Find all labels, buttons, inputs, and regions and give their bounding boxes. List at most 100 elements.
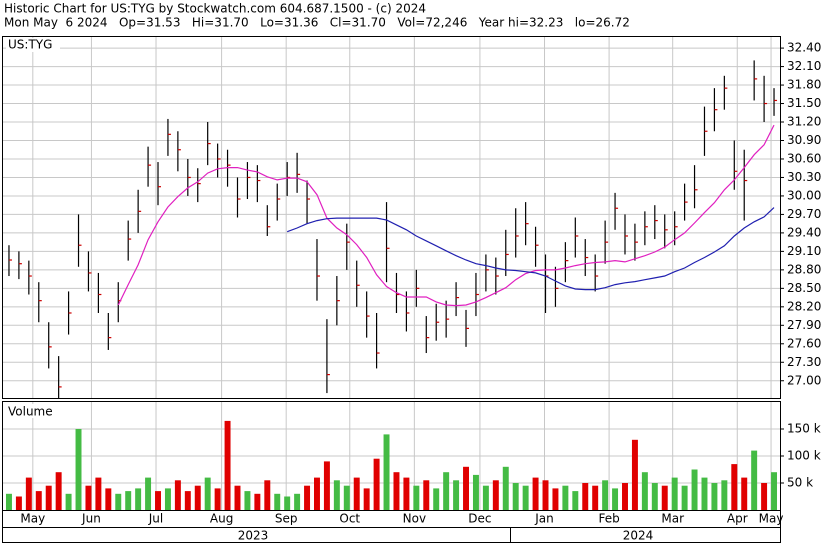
volume-bar <box>254 493 261 510</box>
label-bg <box>6 38 60 52</box>
y-tick-label: 30.60 <box>787 151 821 165</box>
volume-bar <box>701 477 708 510</box>
x-tick-label: Nov <box>403 512 426 526</box>
volume-bar <box>423 480 430 510</box>
volume-bar <box>294 493 301 510</box>
y-tick-label: 150 k <box>787 422 821 436</box>
volume-bar <box>194 485 201 510</box>
y-tick-label: 27.60 <box>787 336 821 350</box>
y-tick-label: 31.50 <box>787 96 821 110</box>
volume-bar <box>721 480 728 510</box>
volume-bar <box>522 485 529 510</box>
volume-bar <box>95 477 102 510</box>
volume-bar <box>482 485 489 510</box>
y-tick-label: 30.00 <box>787 188 821 202</box>
y-tick-label: 100 k <box>787 449 821 463</box>
volume-bar <box>284 496 291 510</box>
volume-bar <box>691 469 698 510</box>
volume-bar <box>333 480 340 510</box>
volume-bar <box>15 496 22 510</box>
volume-bar <box>314 477 320 510</box>
header-line: Mon May 6 2024 Op=31.53 Hi=31.70 Lo=31.3… <box>4 16 630 30</box>
volume-bar <box>512 483 519 510</box>
volume-bar <box>413 485 420 510</box>
volume-bar <box>383 434 390 510</box>
volume-bar <box>562 485 569 510</box>
volume-bar <box>85 485 92 510</box>
y-tick-label: 29.40 <box>787 225 821 239</box>
volume-bar <box>135 488 142 510</box>
volume-bar <box>751 450 758 510</box>
y-tick-label: 32.40 <box>787 41 821 55</box>
year-label: 2024 <box>623 529 654 543</box>
volume-bar <box>572 491 579 510</box>
volume-bar <box>145 477 152 510</box>
volume-bar <box>761 483 768 510</box>
x-tick-label: Jan <box>534 512 554 526</box>
y-tick-label: 31.80 <box>787 78 821 92</box>
volume-bar <box>612 488 619 510</box>
volume-bar <box>631 439 638 510</box>
volume-bar <box>711 483 718 510</box>
volume-bar <box>771 472 778 510</box>
volume-bar <box>55 472 62 510</box>
volume-bar <box>75 429 82 510</box>
volume-bar <box>264 480 271 510</box>
volume-bar <box>393 472 400 510</box>
y-tick-label: 50 k <box>787 476 813 490</box>
volume-bar <box>45 485 52 510</box>
volume-bar <box>164 488 171 510</box>
volume-bar <box>25 477 32 510</box>
volume-bar <box>323 461 330 510</box>
y-tick-label: 30.90 <box>787 133 821 147</box>
y-tick-label: 31.20 <box>787 115 821 129</box>
volume-bar <box>552 488 559 510</box>
year-label: 2023 <box>238 529 269 543</box>
volume-bar <box>502 466 509 510</box>
volume-bar <box>204 477 211 510</box>
volume-bar <box>35 491 42 510</box>
y-tick-label: 27.30 <box>787 355 821 369</box>
x-tick-label: Dec <box>468 512 491 526</box>
volume-bar <box>363 488 370 510</box>
volume-bar <box>304 485 311 510</box>
y-tick-label: 30.30 <box>787 170 821 184</box>
x-tick-label: Sep <box>275 512 298 526</box>
volume-bar <box>115 493 122 510</box>
volume-bar <box>681 485 688 510</box>
volume-bar <box>532 477 539 510</box>
x-tick-label: May <box>759 512 784 526</box>
volume-bar <box>174 480 181 510</box>
volume-bar <box>661 485 668 510</box>
volume-bar <box>343 485 350 510</box>
volume-bar <box>155 491 161 510</box>
y-tick-label: 29.70 <box>787 207 821 221</box>
volume-bar <box>274 493 281 510</box>
volume-bar <box>105 488 112 510</box>
y-tick-label: 28.80 <box>787 262 821 276</box>
volume-bar <box>234 485 241 510</box>
volume-bar <box>622 483 628 510</box>
volume-bar <box>453 480 460 510</box>
x-tick-label: Jul <box>148 512 163 526</box>
x-tick-label: Apr <box>727 512 748 526</box>
y-tick-label: 27.90 <box>787 318 821 332</box>
header-line: Historic Chart for US:TYG by Stockwatch.… <box>4 2 426 16</box>
volume-bar <box>651 483 658 510</box>
moving-average <box>117 124 775 307</box>
volume-bar <box>731 464 738 510</box>
x-tick-label: Jun <box>81 512 101 526</box>
x-tick-label: Oct <box>339 512 360 526</box>
volume-bar <box>214 488 221 510</box>
moving-average <box>286 207 775 291</box>
y-tick-label: 27.00 <box>787 373 821 387</box>
volume-bar <box>373 458 380 510</box>
volume-bar <box>582 483 589 510</box>
volume-bar <box>353 477 360 510</box>
volume-bar <box>65 493 72 510</box>
volume-bar <box>671 477 678 510</box>
panel-label: US:TYG <box>8 38 52 52</box>
volume-bar <box>641 472 648 510</box>
volume-bar <box>542 480 549 510</box>
volume-bar <box>443 472 450 510</box>
